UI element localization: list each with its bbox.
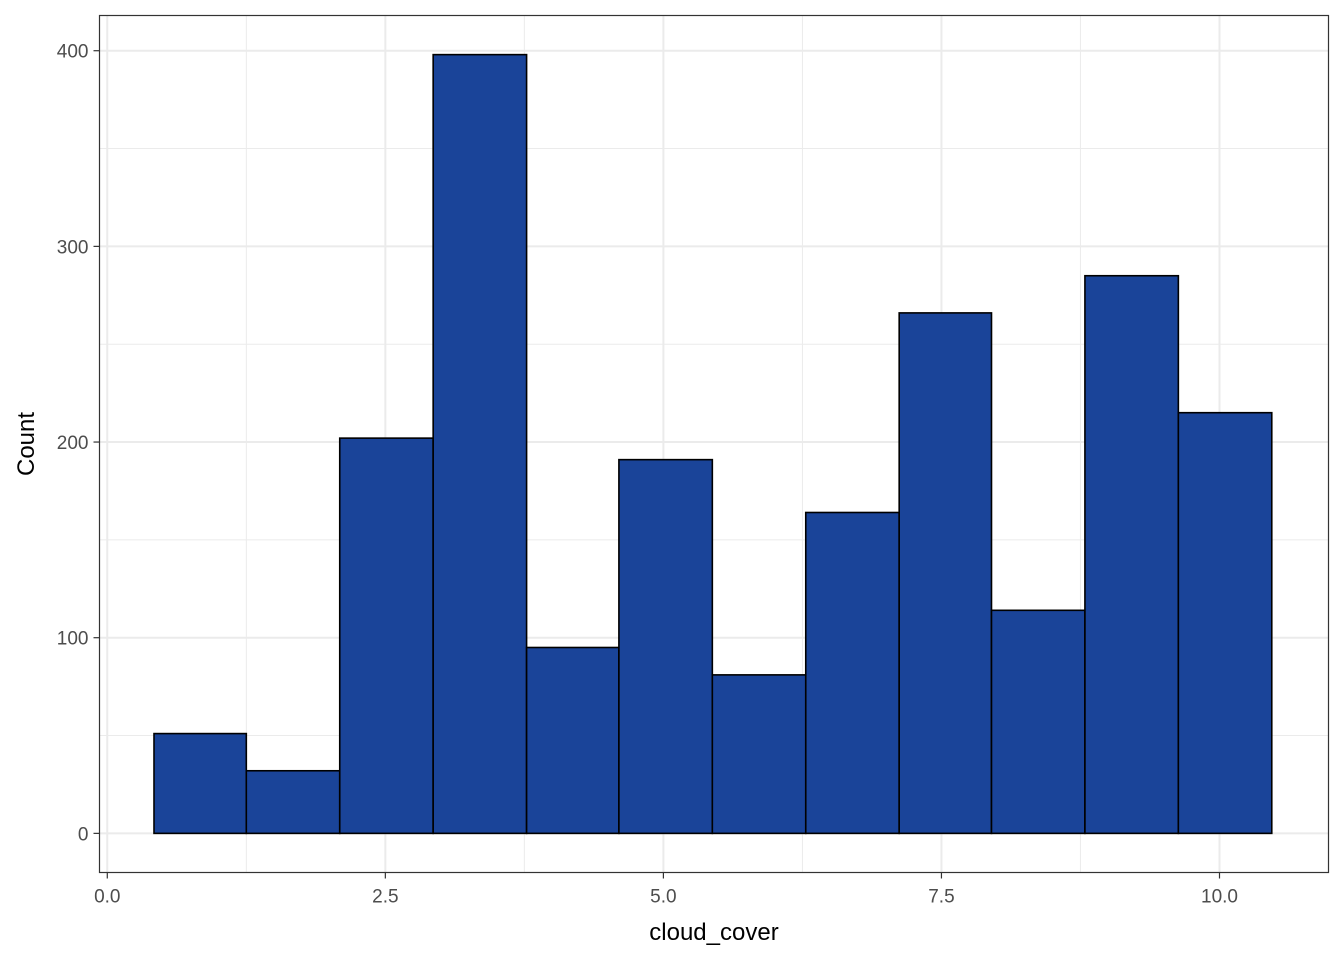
histogram-bar-1 <box>153 732 248 835</box>
histogram-bar-9 <box>898 312 993 835</box>
histogram-bar-7 <box>711 674 807 835</box>
histogram-bars <box>153 53 1273 835</box>
x-tick-label: 2.5 <box>372 887 398 908</box>
histogram-bar-5 <box>525 646 620 835</box>
histogram-bar-11 <box>1084 274 1180 835</box>
x-axis: 0.0 2.5 5.0 7.5 10.0 <box>94 872 1238 908</box>
panel-border <box>98 14 1330 874</box>
x-tick-label: 5.0 <box>650 887 676 908</box>
y-tick-label: 400 <box>57 42 89 63</box>
x-tick-label: 0.0 <box>94 887 120 908</box>
histogram-bar-12 <box>1177 411 1273 835</box>
x-tick-label: 10.0 <box>1201 887 1238 908</box>
histogram-bar-6 <box>618 458 714 835</box>
histogram-bar-8 <box>804 511 900 835</box>
histogram-bar-10 <box>990 609 1086 835</box>
y-tick-label: 200 <box>57 433 89 454</box>
y-tick-label: 0 <box>78 824 89 845</box>
x-axis-title: cloud_cover <box>649 919 778 946</box>
y-axis-title: Count <box>13 412 40 476</box>
x-tick-label: 7.5 <box>928 887 954 908</box>
histogram-bar-3 <box>338 437 434 835</box>
histogram-bar-2 <box>245 769 341 835</box>
y-axis: 0 100 200 300 400 <box>57 42 100 845</box>
y-tick-label: 100 <box>57 629 89 650</box>
histogram-bar-4 <box>432 53 528 835</box>
y-tick-label: 300 <box>57 237 89 258</box>
